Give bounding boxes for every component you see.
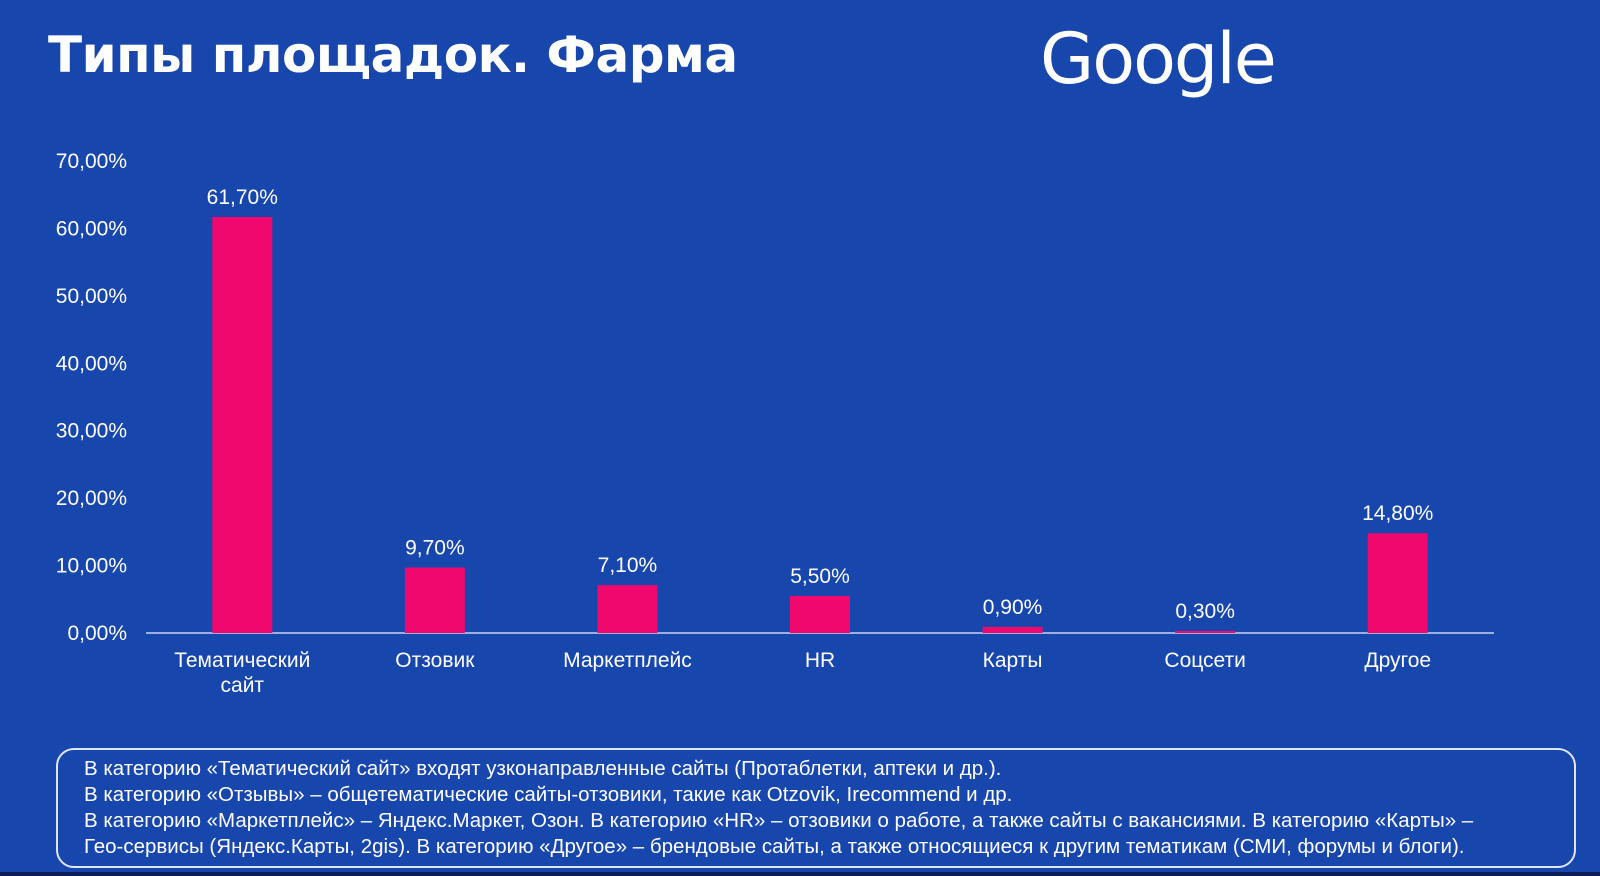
y-tick-label: 60,00% [56,217,127,240]
slide-title: Типы площадок. Фарма [48,26,738,84]
y-tick-label: 10,00% [56,555,127,578]
bar-chart: 0,00% 10,00% 20,00% 30,00% 40,00% 50,00% 60,00… [56,150,1494,697]
bar [212,216,273,634]
x-tick-label: Соцсети [1164,649,1245,672]
x-tick-label: Маркетплейс [563,649,692,672]
bar [982,626,1043,633]
x-tick-label: Тематический [174,649,310,672]
data-label: 0,30% [1175,600,1235,623]
bottom-divider [0,872,1600,876]
bar [1175,630,1236,633]
data-label: 9,70% [405,537,465,560]
y-tick-label: 0,00% [67,622,127,645]
footnote-line: В категорию «Маркетплейс» – Яндекс.Марке… [84,809,1474,832]
y-tick-label: 40,00% [56,352,127,375]
data-label: 14,80% [1362,502,1433,525]
footnote-line: Гео-сервисы (Яндекс.Карты, 2gis). В кате… [84,835,1465,858]
bar [1367,533,1428,633]
x-tick-label: Другое [1364,649,1431,672]
x-tick-label: HR [805,649,835,672]
x-tick-label: сайт [221,674,265,697]
data-label: 61,70% [207,186,278,209]
bar [404,567,465,633]
y-tick-label: 20,00% [56,487,127,510]
bar [597,585,658,633]
y-tick-label: 50,00% [56,285,127,308]
x-tick-label: Отзовик [395,649,475,672]
data-label: 7,10% [598,554,658,577]
google-logo: Google [1040,18,1277,100]
y-tick-label: 70,00% [56,150,127,173]
data-label: 0,90% [983,596,1043,619]
data-label: 5,50% [790,565,850,588]
bar [790,595,850,633]
footnote-line: В категорию «Тематический сайт» входят у… [84,757,1002,780]
footnote-box: В категорию «Тематический сайт» входят у… [56,748,1576,868]
y-tick-label: 30,00% [56,420,127,443]
x-tick-label: Карты [983,649,1043,672]
footnote-line: В категорию «Отзывы» – общетематические … [84,783,1013,806]
